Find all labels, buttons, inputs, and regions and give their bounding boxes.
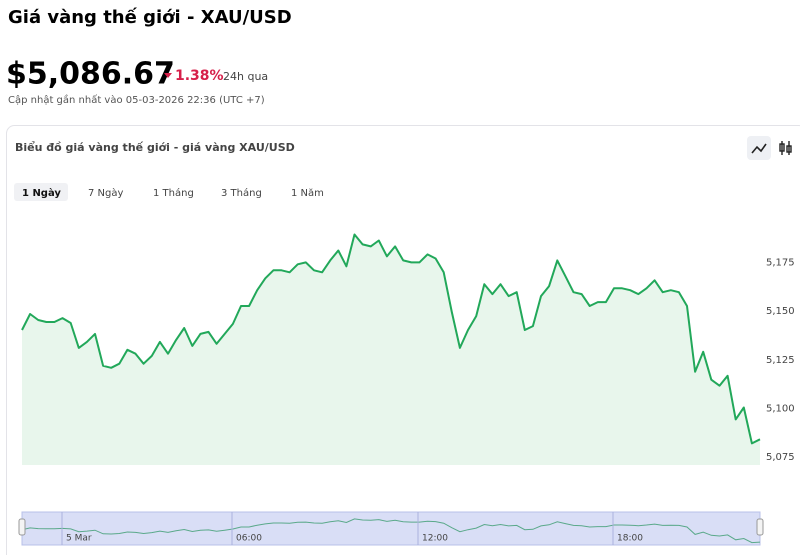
card-title: Biểu đồ giá vàng thế giới - giá vàng XAU…	[15, 141, 295, 154]
navigator-label: 18:00	[617, 534, 643, 544]
change: 1.38%	[175, 68, 224, 84]
change-period: 24h qua	[223, 70, 268, 83]
y-tick-label: 5,150	[766, 306, 795, 317]
navigator-handle[interactable]	[757, 519, 763, 535]
navigator-handle[interactable]	[19, 519, 25, 535]
tab[interactable]: 3 Tháng	[221, 187, 262, 199]
tab[interactable]: 1 Tháng	[153, 187, 194, 199]
price: $5,086.67	[6, 57, 175, 92]
navigator-label: 12:00	[422, 534, 448, 544]
y-tick-label: 5,125	[766, 355, 795, 366]
page-title: Giá vàng thế giới - XAU/USD	[8, 7, 292, 28]
navigator-label: 5 Mar	[66, 534, 92, 544]
tab[interactable]: 1 Năm	[291, 188, 324, 199]
y-tick-label: 5,075	[766, 452, 795, 463]
y-tick-label: 5,100	[766, 403, 795, 414]
y-tick-label: 5,175	[766, 257, 795, 268]
updated: Cập nhật gần nhất vào 05-03-2026 22:36 (…	[8, 94, 265, 106]
navigator-bg	[22, 512, 760, 545]
tab[interactable]: 1 Ngày	[22, 187, 61, 199]
navigator-label: 06:00	[236, 534, 262, 544]
tab[interactable]: 7 Ngày	[88, 187, 123, 199]
